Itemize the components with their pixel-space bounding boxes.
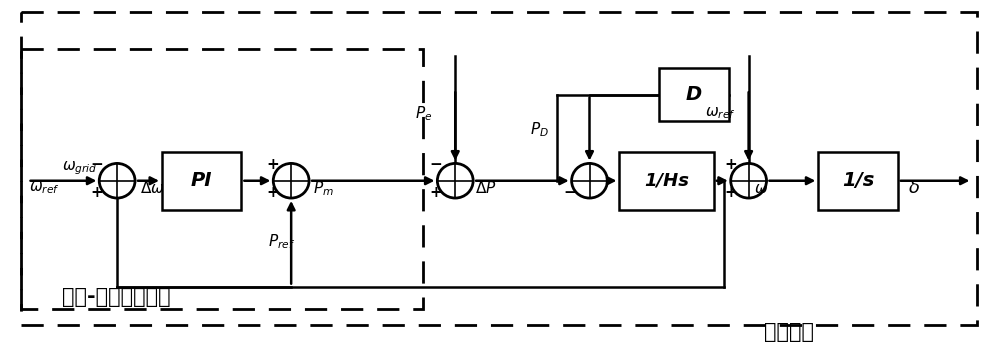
Text: +: +: [724, 157, 737, 172]
Text: $\Delta P$: $\Delta P$: [475, 180, 497, 196]
Bar: [619, 152, 714, 209]
Text: $\omega$: $\omega$: [754, 181, 768, 196]
Circle shape: [437, 164, 473, 198]
Text: $\omega_{grid}$: $\omega_{grid}$: [62, 159, 98, 177]
Bar: [162, 152, 241, 209]
Text: $P_m$: $P_m$: [313, 179, 334, 198]
Text: +: +: [724, 185, 737, 200]
Text: −: −: [429, 157, 442, 172]
Text: $\omega_{ref}$: $\omega_{ref}$: [29, 181, 59, 196]
Bar: [21, 49, 423, 309]
Text: $\delta$: $\delta$: [908, 180, 920, 197]
Text: D: D: [686, 85, 702, 104]
Text: $P_{ref}$: $P_{ref}$: [268, 232, 296, 251]
Circle shape: [99, 164, 135, 198]
Text: +: +: [266, 185, 279, 200]
Text: +: +: [266, 157, 279, 172]
Text: −: −: [91, 157, 104, 172]
Text: PI: PI: [191, 171, 212, 190]
Text: $\omega_{ref}$: $\omega_{ref}$: [705, 105, 736, 121]
Bar: [659, 68, 729, 121]
Circle shape: [572, 164, 607, 198]
Text: +: +: [91, 185, 104, 200]
Text: 1/Hs: 1/Hs: [644, 172, 689, 190]
Text: 转子方程: 转子方程: [764, 322, 814, 342]
Text: $\Delta\omega$: $\Delta\omega$: [140, 180, 165, 196]
Text: $P_e$: $P_e$: [415, 104, 433, 123]
Text: +: +: [429, 185, 442, 200]
Text: 有功-频率下垂控制: 有功-频率下垂控制: [62, 286, 171, 307]
Bar: [818, 152, 898, 209]
Text: 1/s: 1/s: [842, 171, 874, 190]
Text: −: −: [563, 185, 576, 200]
Circle shape: [273, 164, 309, 198]
Text: $P_D$: $P_D$: [530, 120, 549, 139]
Circle shape: [731, 164, 767, 198]
